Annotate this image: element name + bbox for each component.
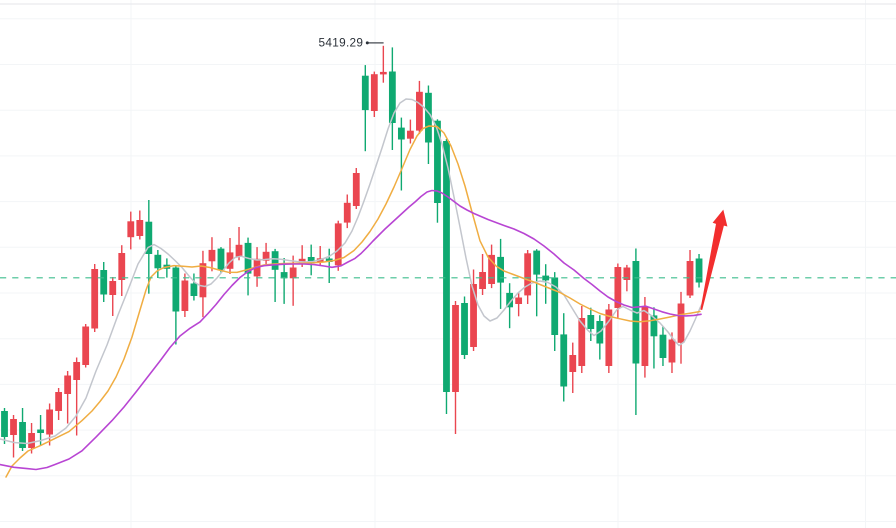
svg-text:5419.29: 5419.29 [319, 35, 364, 49]
